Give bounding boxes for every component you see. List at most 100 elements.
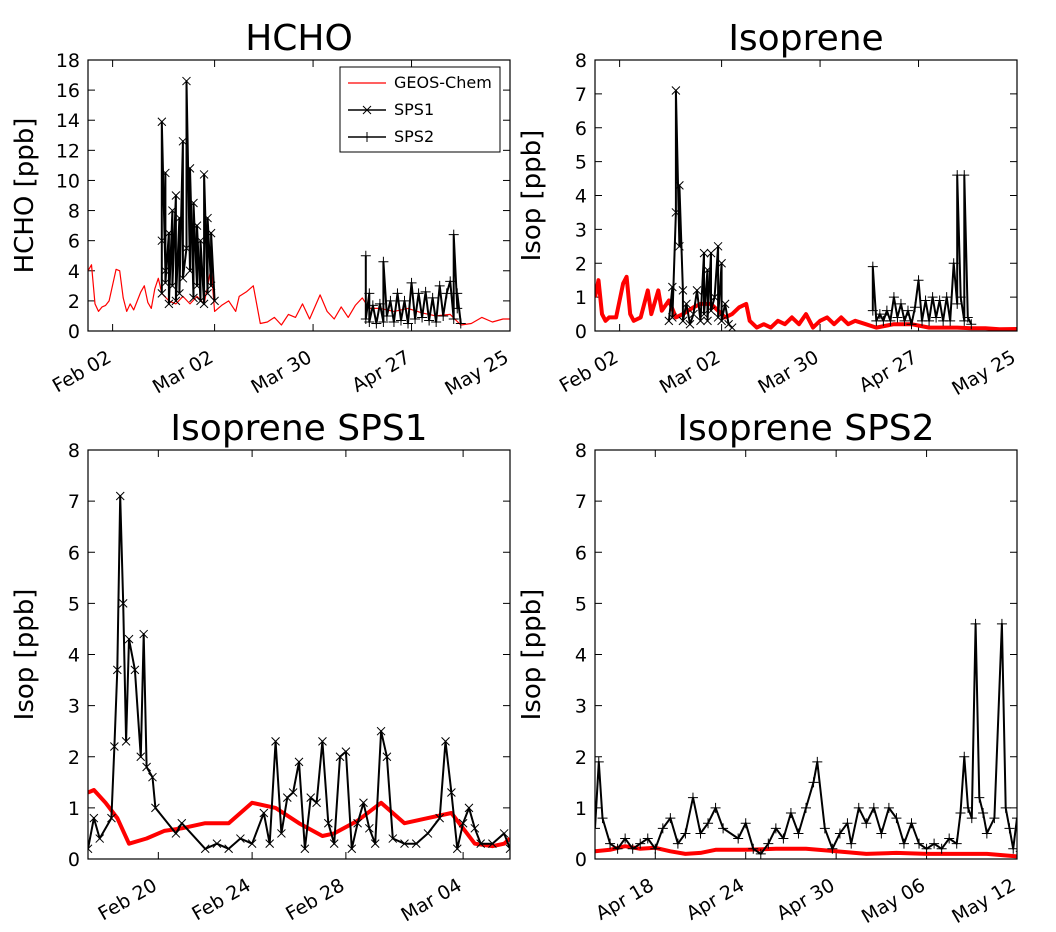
data-point-sps1 (89, 813, 99, 823)
x-tick-label: Mar 04 (397, 874, 465, 926)
data-point-sps1 (210, 296, 219, 306)
data-point-sps1 (678, 316, 688, 326)
data-point-sps1 (161, 266, 170, 276)
axes-frame (594, 59, 1018, 332)
data-point-sps1 (206, 281, 216, 291)
legend: GEOS-Chem SPS1 SPS2 (339, 66, 501, 153)
data-point-sps2 (910, 302, 921, 313)
series-line-geos-chem (595, 274, 1017, 331)
data-point-sps2 (921, 843, 932, 854)
data-point-sps2 (793, 828, 804, 839)
data-point-sps2 (360, 250, 371, 261)
data-point-sps1 (699, 248, 709, 258)
data-point-sps1 (247, 839, 257, 849)
y-axis-label: Isop [ppb] (10, 589, 40, 721)
data-point-sps2 (846, 838, 857, 849)
data-point-sps1 (171, 191, 181, 200)
data-point-sps2 (819, 823, 830, 834)
data-point-sps1 (203, 289, 212, 298)
data-point-sps1 (271, 737, 280, 746)
x-tick-label: Mar 30 (754, 346, 822, 398)
data-point-sps1 (423, 829, 433, 838)
series-line-sps1 (88, 495, 510, 850)
data-point-sps1 (720, 299, 730, 309)
x-tick-label: Mar 30 (247, 346, 315, 398)
y-tick-label: 2 (575, 253, 587, 275)
data-point-sps1 (288, 788, 298, 797)
data-point-sps1 (185, 164, 195, 173)
y-axis-label: Isop [ppb] (517, 130, 547, 262)
data-point-sps1 (668, 313, 677, 322)
data-point-sps2 (945, 315, 956, 326)
data-point-sps2 (452, 303, 463, 314)
data-point-sps1 (189, 293, 198, 303)
data-point-sps1 (115, 491, 125, 501)
data-point-sps2 (364, 288, 375, 299)
data-point-sps2 (388, 316, 399, 327)
data-point-sps1 (224, 844, 234, 854)
data-point-sps2 (812, 756, 823, 767)
data-point-sps1 (447, 788, 456, 797)
data-point-sps2 (710, 802, 721, 813)
axes-frame (87, 449, 511, 860)
data-point-sps1 (696, 316, 705, 326)
chart-title: Isoprene SPS1 (170, 408, 427, 449)
x-tick-label: Apr 18 (592, 874, 658, 925)
data-point-sps2 (364, 316, 375, 327)
data-point-sps1 (151, 803, 160, 813)
data-point-sps2 (597, 813, 608, 824)
data-point-sps1 (703, 265, 712, 275)
data-point-sps1 (161, 168, 170, 178)
data-point-sps2 (657, 823, 668, 834)
data-point-sps1 (200, 844, 210, 854)
data-point-sps1 (312, 798, 321, 808)
data-point-sps2 (959, 751, 970, 762)
data-point-sps1 (95, 834, 105, 843)
data-point-sps1 (88, 844, 93, 854)
data-point-sps1 (400, 839, 409, 849)
data-point-sps2 (665, 813, 676, 824)
y-tick-label: 7 (68, 491, 80, 513)
data-point-sps2 (931, 312, 942, 323)
data-point-sps2 (955, 807, 966, 818)
y-tick-label: 4 (68, 645, 80, 667)
data-point-sps1 (259, 808, 269, 818)
y-tick-label: 4 (575, 186, 587, 208)
data-point-sps2 (612, 843, 623, 854)
data-point-sps1 (121, 737, 131, 746)
data-point-sps1 (318, 737, 327, 746)
y-tick-label: 5 (575, 152, 587, 174)
data-point-sps1 (347, 844, 357, 854)
data-point-sps1 (206, 228, 216, 238)
data-point-sps2 (914, 838, 925, 849)
data-point-sps2 (948, 258, 959, 269)
data-point-sps1 (678, 285, 688, 295)
x-tick-label: May 12 (948, 874, 1019, 928)
data-point-sps2 (452, 288, 463, 299)
data-point-sps1 (706, 248, 716, 258)
data-point-sps1 (185, 266, 195, 276)
data-point-sps2 (944, 833, 955, 844)
data-point-sps2 (978, 807, 989, 818)
x-tick-label: Apr 30 (773, 874, 839, 925)
series-line-sps2 (871, 174, 973, 326)
data-point-sps2 (395, 315, 406, 326)
data-point-sps1 (199, 299, 209, 309)
data-point-sps2 (672, 838, 683, 849)
data-point-sps1 (323, 818, 333, 828)
y-tick-label: 1 (575, 287, 587, 309)
data-point-sps1 (175, 213, 184, 223)
data-point-sps2 (853, 802, 864, 813)
data-point-sps2 (392, 288, 403, 299)
x-tick-label: Apr 27 (855, 346, 921, 397)
y-tick-label: 2 (68, 747, 80, 769)
data-point-sps2 (974, 792, 985, 803)
y-tick-label: 7 (575, 491, 587, 513)
data-point-sps2 (785, 807, 796, 818)
data-point-sps1 (124, 634, 134, 644)
data-point-sps2 (881, 305, 892, 316)
y-tick-label: 1 (68, 798, 80, 820)
data-point-sps1 (671, 86, 681, 95)
x-tick-label: Feb 20 (95, 874, 161, 925)
y-tick-label: 5 (575, 593, 587, 615)
